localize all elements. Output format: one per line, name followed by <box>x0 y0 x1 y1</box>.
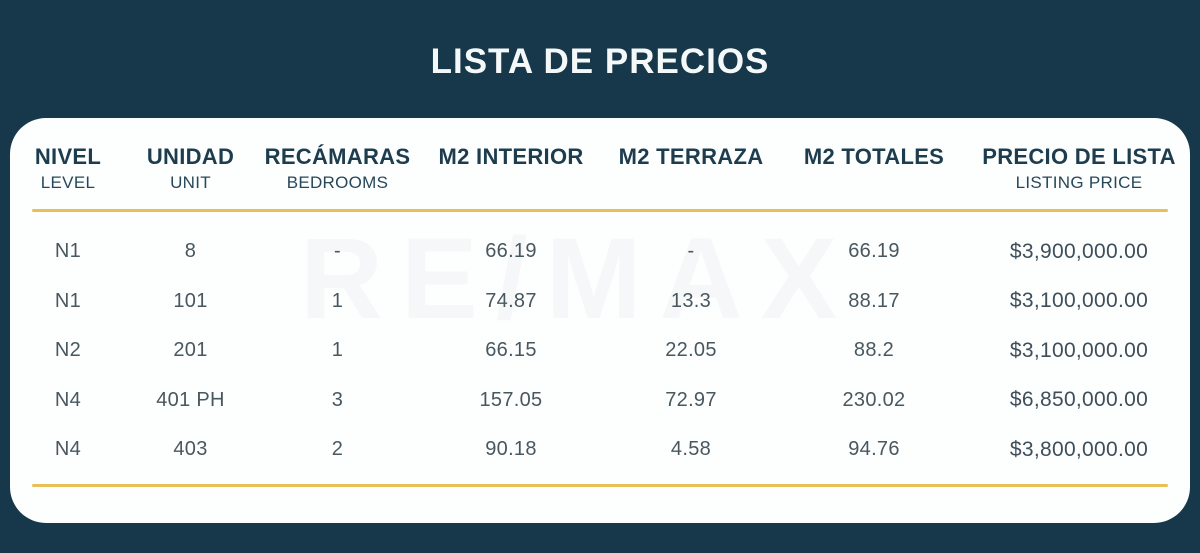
column-header-nivel: NIVEL LEVEL <box>10 144 126 193</box>
cell-recamaras: 3 <box>331 388 344 411</box>
column-header-sublabel <box>780 173 968 193</box>
cell-m2-interior: 157.05 <box>479 388 543 411</box>
column-header-sublabel: UNIT <box>170 173 211 193</box>
column-header-m2-totales: M2 TOTALES <box>780 144 968 193</box>
cell-precio: $3,100,000.00 <box>1009 338 1149 362</box>
cell-unidad: 101 <box>173 289 208 312</box>
cell-m2-totales: 88.17 <box>848 289 900 312</box>
column-header-label: NIVEL <box>34 144 102 169</box>
table-row: N4 403 2 90.18 4.58 94.76 $3,800,000.00 <box>10 425 1190 475</box>
column-header-m2-interior: M2 INTERIOR <box>420 144 602 193</box>
price-list-card: RE/MAX NIVEL LEVEL UNIDAD UNIT RECÁMARAS… <box>10 118 1190 523</box>
table-header-row: NIVEL LEVEL UNIDAD UNIT RECÁMARAS BEDROO… <box>10 144 1190 193</box>
footer-divider-line <box>32 484 1168 487</box>
cell-unidad: 401 PH <box>156 388 225 411</box>
column-header-sublabel: LISTING PRICE <box>1015 173 1143 193</box>
cell-unidad: 403 <box>173 438 208 461</box>
cell-m2-terraza: 13.3 <box>670 289 712 312</box>
cell-precio: $3,900,000.00 <box>1009 239 1149 263</box>
column-header-sublabel: LEVEL <box>40 173 96 193</box>
table-row: N4 401 PH 3 157.05 72.97 230.02 $6,850,0… <box>10 376 1190 426</box>
column-header-label: PRECIO DE LISTA <box>982 144 1176 169</box>
page-title: LISTA DE PRECIOS <box>430 42 770 81</box>
column-header-label: M2 INTERIOR <box>438 144 584 169</box>
column-header-recamaras: RECÁMARAS BEDROOMS <box>255 144 420 193</box>
column-header-label: RECÁMARAS <box>264 144 411 169</box>
cell-unidad: 201 <box>173 339 208 362</box>
cell-m2-totales: 66.19 <box>848 240 900 263</box>
cell-m2-terraza: 4.58 <box>670 438 712 461</box>
cell-m2-terraza: 22.05 <box>665 339 717 362</box>
cell-m2-interior: 66.15 <box>485 339 537 362</box>
cell-recamaras: 1 <box>331 339 344 362</box>
column-header-label: UNIDAD <box>146 144 235 169</box>
table-body: N1 8 - 66.19 - 66.19 $3,900,000.00 N1 10… <box>10 227 1190 475</box>
column-header-sublabel <box>602 173 780 193</box>
header-divider-line <box>32 209 1168 212</box>
column-header-unidad: UNIDAD UNIT <box>126 144 255 193</box>
table-row: N1 8 - 66.19 - 66.19 $3,900,000.00 <box>10 227 1190 277</box>
cell-m2-terraza: 72.97 <box>665 388 717 411</box>
column-header-precio: PRECIO DE LISTA LISTING PRICE <box>968 144 1190 193</box>
cell-m2-terraza: - <box>687 240 695 263</box>
table-row: N2 201 1 66.15 22.05 88.2 $3,100,000.00 <box>10 326 1190 376</box>
cell-recamaras: - <box>334 240 341 263</box>
cell-recamaras: 2 <box>331 438 344 461</box>
table-row: N1 101 1 74.87 13.3 88.17 $3,100,000.00 <box>10 277 1190 327</box>
cell-unidad: 8 <box>184 240 197 263</box>
column-header-sublabel: BEDROOMS <box>286 173 389 193</box>
cell-recamaras: 1 <box>331 289 344 312</box>
cell-m2-totales: 88.2 <box>853 339 895 362</box>
column-header-label: M2 TERRAZA <box>618 144 764 169</box>
cell-precio: $3,100,000.00 <box>1009 289 1149 313</box>
cell-nivel: N2 <box>54 339 82 362</box>
cell-nivel: N1 <box>54 240 82 263</box>
cell-nivel: N1 <box>54 289 82 312</box>
cell-precio: $3,800,000.00 <box>1009 437 1149 461</box>
cell-m2-totales: 94.76 <box>848 438 900 461</box>
column-header-label: M2 TOTALES <box>803 144 945 169</box>
column-header-sublabel <box>420 173 602 193</box>
cell-m2-interior: 66.19 <box>485 240 537 263</box>
cell-m2-interior: 74.87 <box>485 289 537 312</box>
cell-precio: $6,850,000.00 <box>1009 388 1149 412</box>
cell-m2-totales: 230.02 <box>842 388 906 411</box>
cell-nivel: N4 <box>54 438 82 461</box>
cell-nivel: N4 <box>54 388 82 411</box>
column-header-m2-terraza: M2 TERRAZA <box>602 144 780 193</box>
cell-m2-interior: 90.18 <box>485 438 537 461</box>
